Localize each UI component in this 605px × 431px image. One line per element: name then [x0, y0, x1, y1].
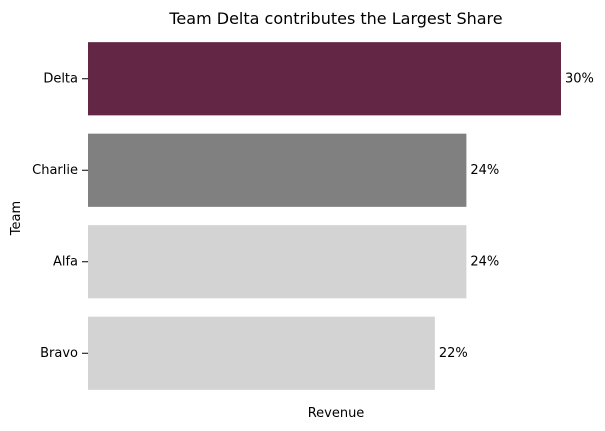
- chart-title: Team Delta contributes the Largest Share: [168, 9, 502, 28]
- x-axis-label: Revenue: [308, 406, 365, 421]
- data-labels: 30% 24% 24% 22%: [439, 71, 594, 361]
- data-label-charlie: 24%: [470, 163, 499, 178]
- bar-charlie: [88, 133, 467, 207]
- y-tick-label-bravo: Bravo: [40, 346, 78, 361]
- y-tick-label-delta: Delta: [43, 71, 78, 86]
- bars-layer: [88, 42, 561, 390]
- bar-delta: [88, 42, 561, 116]
- y-axis-ticks: Delta Charlie Alfa Bravo: [32, 71, 88, 361]
- data-label-alfa: 24%: [470, 254, 499, 269]
- y-tick-label-charlie: Charlie: [32, 163, 78, 178]
- y-axis-label: Team: [9, 201, 24, 236]
- data-label-bravo: 22%: [439, 346, 468, 361]
- y-tick-label-alfa: Alfa: [53, 254, 78, 269]
- bar-alfa: [88, 225, 467, 299]
- bar-bravo: [88, 316, 435, 390]
- data-label-delta: 30%: [565, 71, 594, 86]
